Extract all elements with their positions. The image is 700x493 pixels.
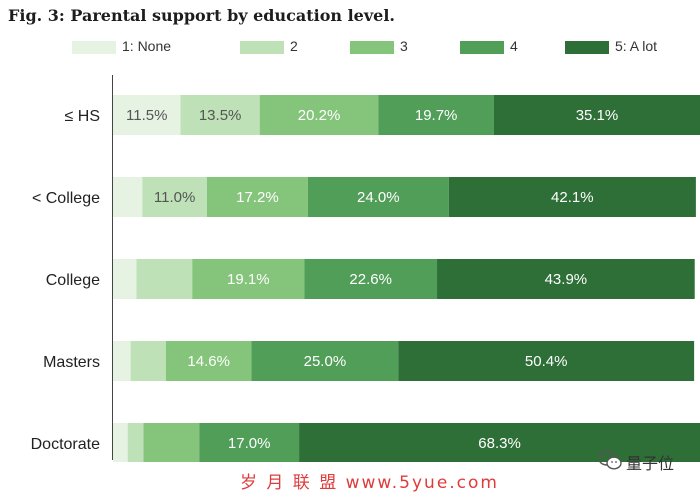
bar-segment — [307, 177, 449, 217]
watermark: 岁 月 联 盟 www.5yue.com — [240, 473, 499, 493]
figure-title: Fig. 3: Parental support by education le… — [8, 6, 395, 25]
bar-segment — [299, 423, 700, 462]
bar-segment — [142, 177, 207, 217]
legend-label-3: 3 — [400, 38, 408, 54]
data-label: 11.5% — [126, 107, 167, 124]
bar-segment — [259, 95, 379, 135]
bar-segment — [127, 423, 144, 462]
category-label: < College — [32, 190, 100, 207]
legend: 1: None 2 3 4 5: A lot — [0, 37, 700, 57]
bar-segment — [113, 177, 143, 217]
wechat-chat-icon — [598, 450, 622, 470]
legend-swatch-2 — [240, 41, 284, 54]
data-label: 50.4% — [525, 353, 568, 370]
bar-segment — [130, 341, 166, 381]
bar-segment — [437, 259, 695, 299]
bar-segment — [398, 341, 695, 381]
bar-segment — [206, 177, 308, 217]
bar-segment — [199, 423, 300, 462]
legend-swatch-1 — [72, 41, 116, 54]
legend-label-2: 2 — [290, 38, 298, 54]
legend-swatch-3 — [350, 41, 394, 54]
data-label: 17.0% — [228, 435, 271, 452]
data-label: 42.1% — [551, 189, 594, 206]
legend-label-5: 5: A lot — [615, 38, 658, 54]
category-label: Doctorate — [31, 436, 100, 453]
data-label: 24.0% — [357, 189, 400, 206]
category-label: Masters — [43, 354, 100, 371]
legend-label-1: 1: None — [122, 38, 172, 54]
bar-segment — [143, 423, 200, 462]
bar-segment — [113, 341, 131, 381]
data-label: 11.0% — [154, 189, 195, 206]
bar-segment — [165, 341, 252, 381]
data-label: 19.1% — [227, 271, 270, 288]
data-label: 13.5% — [199, 107, 242, 124]
category-label: ≤ HS — [65, 108, 100, 125]
bar-segment — [493, 95, 700, 135]
category-label: College — [46, 272, 100, 289]
stacked-bar-chart: ≤ HS 11.5% 13.5% 20.2% 19.7% 35.1% < College 11… — [31, 75, 700, 462]
data-label: 35.1% — [576, 107, 619, 124]
legend-label-4: 4 — [510, 38, 518, 54]
legend-swatch-5 — [565, 41, 609, 54]
brand-text: 量子位 — [626, 454, 675, 473]
data-label: 43.9% — [545, 271, 588, 288]
bar-segment — [304, 259, 438, 299]
bar-segment — [251, 341, 399, 381]
data-label: 17.2% — [236, 189, 279, 206]
bar-segment — [448, 177, 696, 217]
bar-segment — [113, 95, 181, 135]
data-label: 68.3% — [478, 435, 521, 452]
data-label: 19.7% — [415, 107, 458, 124]
bar-segment — [113, 259, 137, 299]
bar-segment — [136, 259, 193, 299]
data-label: 20.2% — [298, 107, 341, 124]
legend-swatch-4 — [460, 41, 504, 54]
bar-segment — [113, 423, 128, 462]
data-label: 22.6% — [349, 271, 392, 288]
bar-segment — [378, 95, 494, 135]
bar-segment — [180, 95, 260, 135]
data-label: 14.6% — [187, 353, 230, 370]
bar-segment — [192, 259, 305, 299]
data-label: 25.0% — [304, 353, 347, 370]
